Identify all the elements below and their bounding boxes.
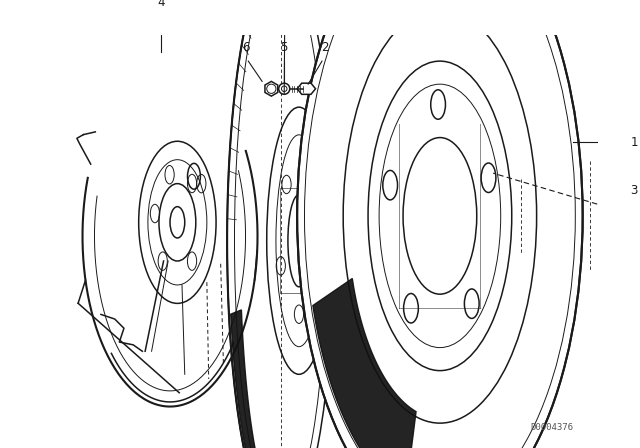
Polygon shape [313,279,416,448]
Text: D0004376: D0004376 [531,423,574,432]
Text: 4: 4 [157,0,164,9]
Polygon shape [625,201,640,212]
Polygon shape [231,310,273,448]
Text: 6: 6 [242,41,250,54]
Ellipse shape [297,0,582,448]
Text: 5: 5 [280,41,288,54]
Text: 3: 3 [630,184,638,197]
Polygon shape [297,83,316,95]
Text: 1: 1 [630,136,638,149]
Polygon shape [265,82,278,96]
Ellipse shape [278,83,290,94]
Text: 2: 2 [321,41,328,54]
